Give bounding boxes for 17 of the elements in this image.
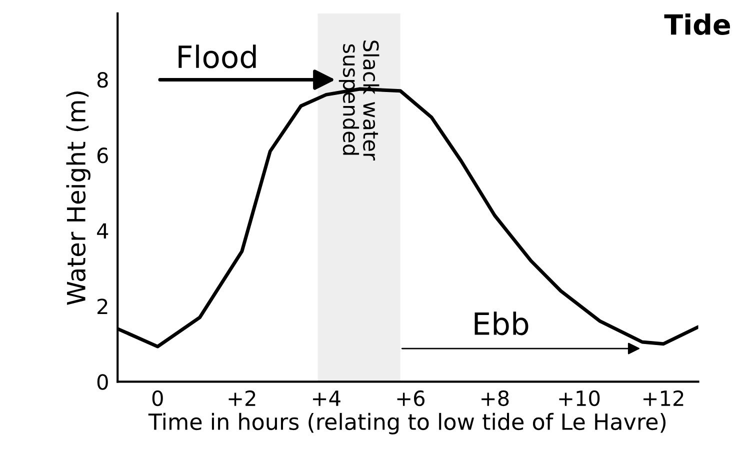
x-tick-label: +8 xyxy=(482,390,509,406)
y-tick-label: 8 xyxy=(97,72,108,88)
annotation: Ebb xyxy=(474,312,528,336)
x-axis-title: Time in hours (relating to low tide of Le Havre) xyxy=(148,412,666,434)
x-tick-label: +2 xyxy=(228,390,256,406)
y-tick-label: 0 xyxy=(97,374,108,390)
annotation: Flood xyxy=(178,44,256,68)
x-tick-label: +6 xyxy=(397,390,424,406)
y-tick-label: 2 xyxy=(98,298,108,314)
x-tick-label: +12 xyxy=(644,390,684,406)
y-tick-label: 4 xyxy=(97,223,108,239)
chart-title: Tide xyxy=(664,13,730,35)
y-axis-title: Water Height (m) xyxy=(66,92,90,305)
y-tick-label: 6 xyxy=(97,148,108,164)
x-tick-label: +4 xyxy=(313,390,340,406)
x-tick-label: +10 xyxy=(559,390,600,406)
x-tick-label: 0 xyxy=(152,390,163,406)
